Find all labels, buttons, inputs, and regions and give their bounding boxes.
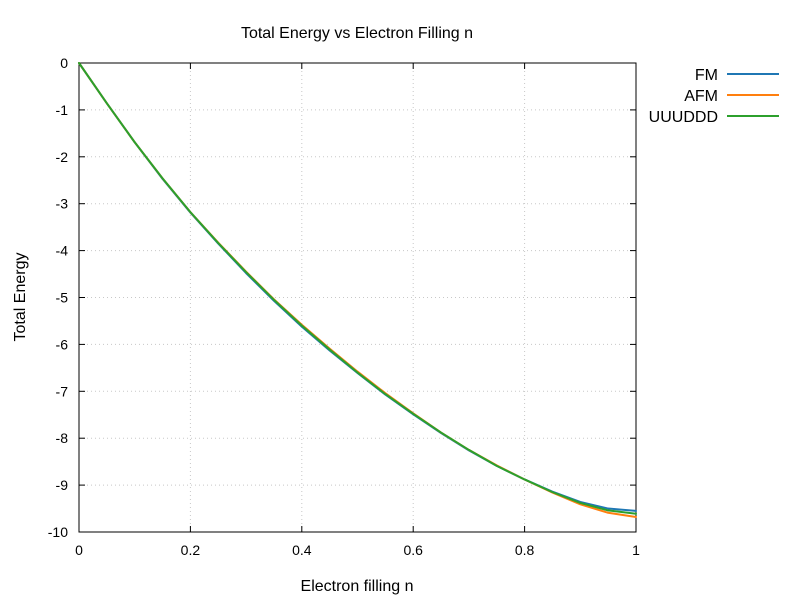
plot-frame <box>78 62 637 533</box>
x-tick-label: 0.8 <box>515 542 535 558</box>
x-tick-label: 0.4 <box>292 542 312 558</box>
legend: FM AFM UUUDDD <box>649 67 779 126</box>
y-tick-label: -10 <box>48 524 68 540</box>
y-tick-label: -1 <box>56 102 69 118</box>
y-tick-label: -4 <box>56 243 69 259</box>
grid <box>79 63 636 532</box>
y-tick-label: -3 <box>56 196 69 212</box>
y-tick-label: -5 <box>56 290 69 306</box>
chart-title: Total Energy vs Electron Filling n <box>241 25 473 42</box>
legend-label-uuuddd: UUUDDD <box>649 109 718 126</box>
y-tick-label: -7 <box>56 383 69 399</box>
axis-ticks: 0 0.2 0.4 0.6 0.8 1 0 -1 -2 -3 -4 -5 -6 -7 -8 -9 -10 <box>48 55 640 558</box>
legend-label-fm: FM <box>695 67 718 84</box>
y-tick-label: -8 <box>56 430 69 446</box>
x-tick-label: 0.6 <box>403 542 423 558</box>
legend-label-afm: AFM <box>684 88 718 105</box>
x-tick-label: 0.2 <box>181 542 201 558</box>
y-tick-label: 0 <box>60 55 68 71</box>
y-axis-label: Total Energy <box>12 253 29 342</box>
y-tick-label: -2 <box>56 149 69 165</box>
series-line-uuuddd <box>78 62 637 515</box>
y-tick-label: -9 <box>56 477 69 493</box>
x-axis-label: Electron filling n <box>301 578 414 595</box>
y-tick-label: -6 <box>56 336 69 352</box>
series-layer <box>78 62 637 518</box>
series-line-fm <box>78 62 637 512</box>
series-line-afm <box>78 62 637 518</box>
x-tick-label: 0 <box>75 542 83 558</box>
x-tick-label: 1 <box>632 542 640 558</box>
